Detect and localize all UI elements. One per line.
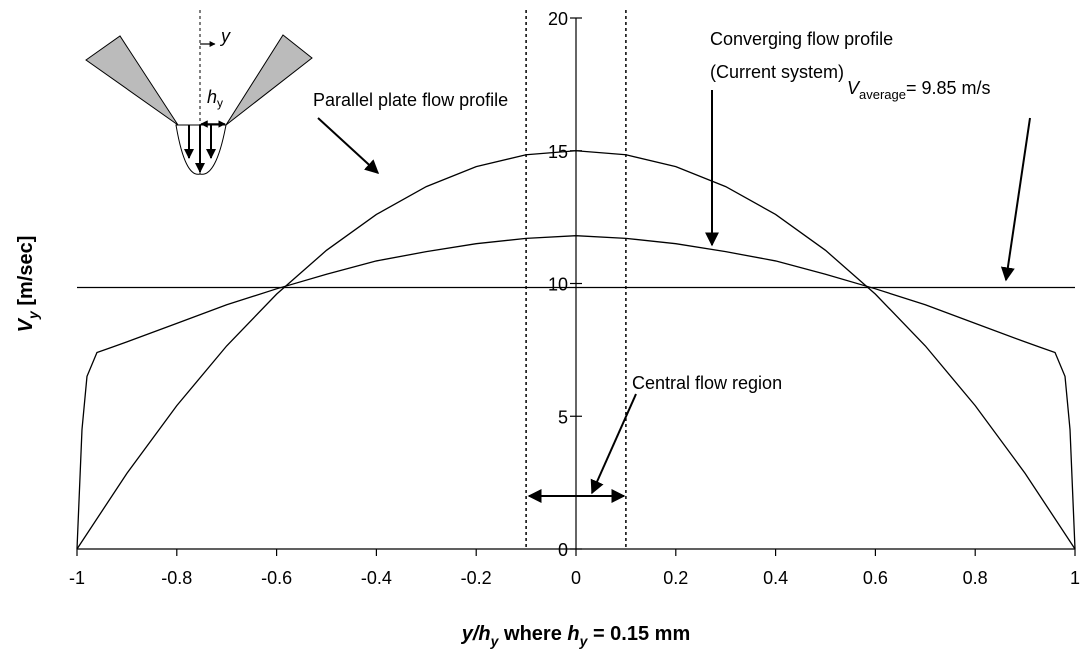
line-series <box>76 235 1076 550</box>
annotation: Parallel plate flow profile <box>313 90 508 110</box>
y-tick-label: 10 <box>548 275 568 295</box>
annotation-part: average <box>859 87 906 102</box>
annotation-arrow <box>590 393 637 495</box>
x-tick-label: 1 <box>1070 568 1080 588</box>
wedge <box>85 35 179 126</box>
x-label-part: y/h <box>461 623 491 645</box>
annotation: (Current system) <box>710 62 844 82</box>
y-label-part: y <box>25 310 41 320</box>
annotation: Converging flow profile <box>710 29 893 49</box>
x-tick-label: 0.6 <box>863 568 888 588</box>
x-tick-label: 0.4 <box>763 568 788 588</box>
inset-label: hy <box>207 87 223 110</box>
x-tick-label: -1 <box>69 568 85 588</box>
x-tick-label: 0 <box>571 568 581 588</box>
x-tick-label: -0.6 <box>261 568 292 588</box>
x-tick-label: 0.8 <box>963 568 988 588</box>
x-tick-label: -0.4 <box>361 568 392 588</box>
annotation: Vaverage= 9.85 m/s <box>847 78 991 102</box>
y-tick-label: 5 <box>558 407 568 427</box>
x-axis-title: y/hy where hy = 0.15 mm <box>461 623 690 649</box>
annotation: Central flow region <box>632 373 782 393</box>
x-tick-label: -0.2 <box>461 568 492 588</box>
inset-label-part: y <box>217 96 223 110</box>
annotation-arrow <box>1000 117 1031 282</box>
x-tick-label: 0.2 <box>663 568 688 588</box>
inset-diagram: y hy <box>85 10 313 175</box>
annotation-arrow <box>317 117 380 174</box>
inset-label: y <box>219 26 231 46</box>
x-label-part: where <box>498 623 567 645</box>
y-label-part: V <box>15 317 37 332</box>
x-tick-label: -0.8 <box>161 568 192 588</box>
y-tick-label: 20 <box>548 9 568 29</box>
x-label-part: h <box>567 623 579 645</box>
y-label-part: [m/sec] <box>15 236 37 312</box>
annotation-part: = 9.85 m/s <box>906 78 991 98</box>
x-label-part: = 0.15 mm <box>587 623 690 645</box>
inset-label-part: h <box>207 87 217 107</box>
wedge <box>225 34 313 126</box>
x-label-part: y <box>579 633 589 649</box>
line-series <box>76 150 1076 550</box>
annotation-part: V <box>847 78 861 98</box>
y-tick-label: 0 <box>558 540 568 560</box>
y-axis-title: Vy [m/sec] <box>15 236 41 333</box>
x-label-part: y <box>490 633 500 649</box>
